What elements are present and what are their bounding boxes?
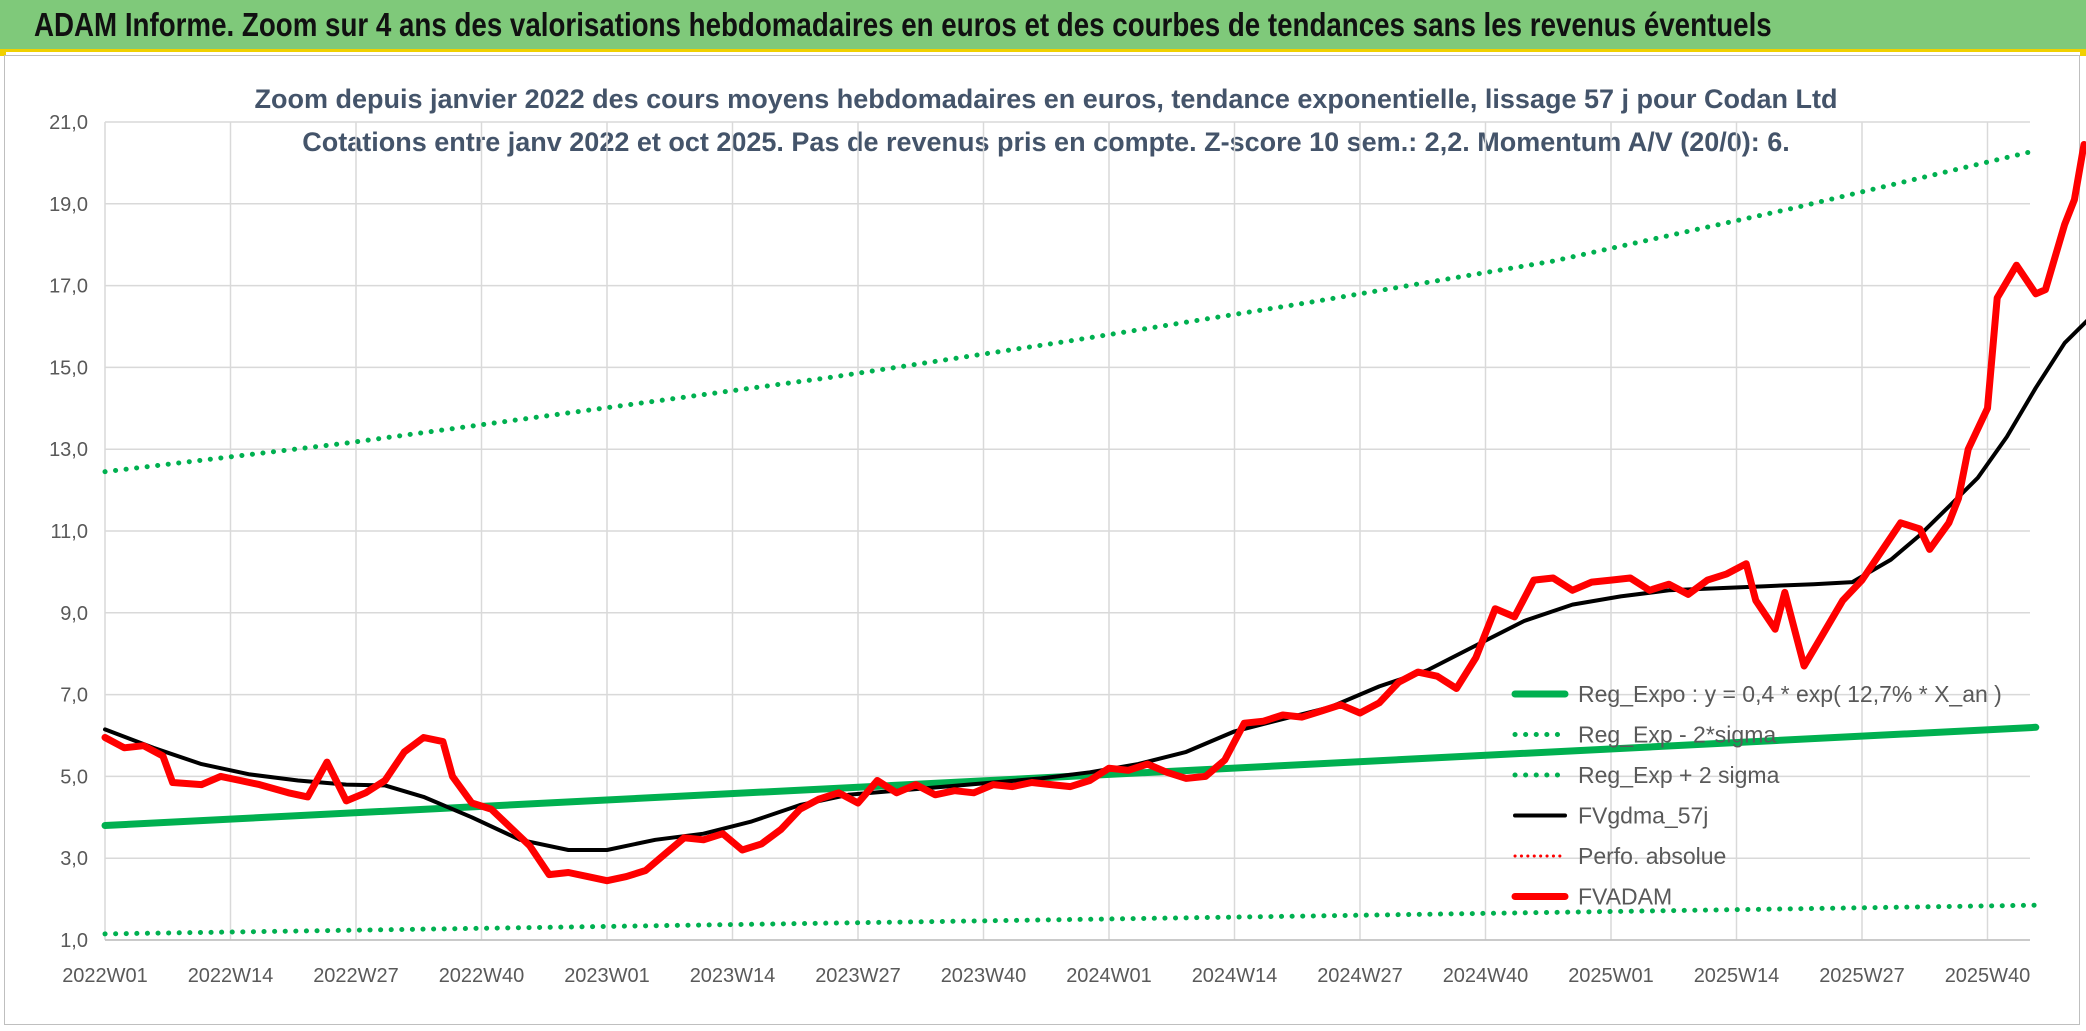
legend: Reg_Expo : y = 0,4 * exp( 12,7% * X_an )…	[1511, 681, 2002, 910]
chart-title-line2: Cotations entre janv 2022 et oct 2025. P…	[302, 127, 1790, 157]
x-tick-label: 2025W27	[1819, 965, 1905, 987]
x-tick-label: 2022W14	[188, 965, 274, 987]
x-tick-label: 2022W40	[439, 965, 525, 987]
series-lines	[101, 141, 2086, 937]
legend-label-5: FVADAM	[1578, 884, 1672, 910]
y-tick-label: 17,0	[49, 276, 88, 298]
x-tick-label: 2023W01	[564, 965, 650, 987]
x-tick-label: 2025W40	[1945, 965, 2031, 987]
x-tick-label: 2022W27	[313, 965, 399, 987]
series-line-2	[102, 148, 2039, 475]
x-tick-label: 2022W01	[62, 965, 148, 987]
x-axis-ticks: 2022W01 2022W14 2022W27 2022W40 2023W01 2023W…	[62, 965, 2030, 987]
chart-frame	[4, 55, 2080, 1025]
legend-label-3: FVgdma_57j	[1578, 803, 1708, 829]
x-tick-label: 2023W40	[941, 965, 1027, 987]
gridlines	[104, 121, 2030, 941]
x-tick-label: 2023W27	[815, 965, 901, 987]
series-line-1	[102, 902, 2039, 937]
y-tick-label: 5,0	[60, 766, 88, 788]
y-tick-label: 7,0	[60, 685, 88, 707]
x-tick-label: 2024W01	[1066, 965, 1152, 987]
legend-label-1: Reg_Exp - 2*sigma	[1578, 722, 1776, 748]
legend-label-4: Perfo. absolue	[1578, 843, 1726, 869]
legend-label-2: Reg_Exp + 2 sigma	[1578, 762, 1780, 788]
series-line-5	[101, 141, 2086, 885]
x-tick-label: 2025W14	[1694, 965, 1780, 987]
x-tick-label: 2024W40	[1443, 965, 1529, 987]
y-tick-label: 19,0	[49, 194, 88, 216]
y-axis-ticks: 1,0 3,0 5,0 7,0 9,0 11,0 13,0 15,0 17,0 19,0 21,0	[49, 112, 88, 952]
series-line-3	[103, 319, 2086, 852]
x-tick-label: 2024W14	[1192, 965, 1278, 987]
legend-label-0: Reg_Expo : y = 0,4 * exp( 12,7% * X_an )	[1578, 681, 2002, 707]
report-header-band: ADAM Informe. Zoom sur 4 ans des valoris…	[0, 0, 2086, 52]
x-tick-label: 2023W14	[690, 965, 776, 987]
report-title: ADAM Informe. Zoom sur 4 ans des valoris…	[34, 6, 1772, 43]
chart-title-line1: Zoom depuis janvier 2022 des cours moyen…	[255, 84, 1838, 114]
header-accent-right	[2080, 52, 2086, 56]
y-tick-label: 15,0	[49, 357, 88, 379]
y-tick-label: 13,0	[49, 439, 88, 461]
y-tick-label: 21,0	[49, 112, 88, 134]
y-tick-label: 3,0	[60, 848, 88, 870]
y-tick-label: 9,0	[60, 603, 88, 625]
y-tick-label: 11,0	[51, 521, 88, 543]
x-tick-label: 2025W01	[1568, 965, 1654, 987]
x-tick-label: 2024W27	[1317, 965, 1403, 987]
y-tick-label: 1,0	[60, 930, 88, 952]
header-accent-left	[0, 52, 6, 56]
